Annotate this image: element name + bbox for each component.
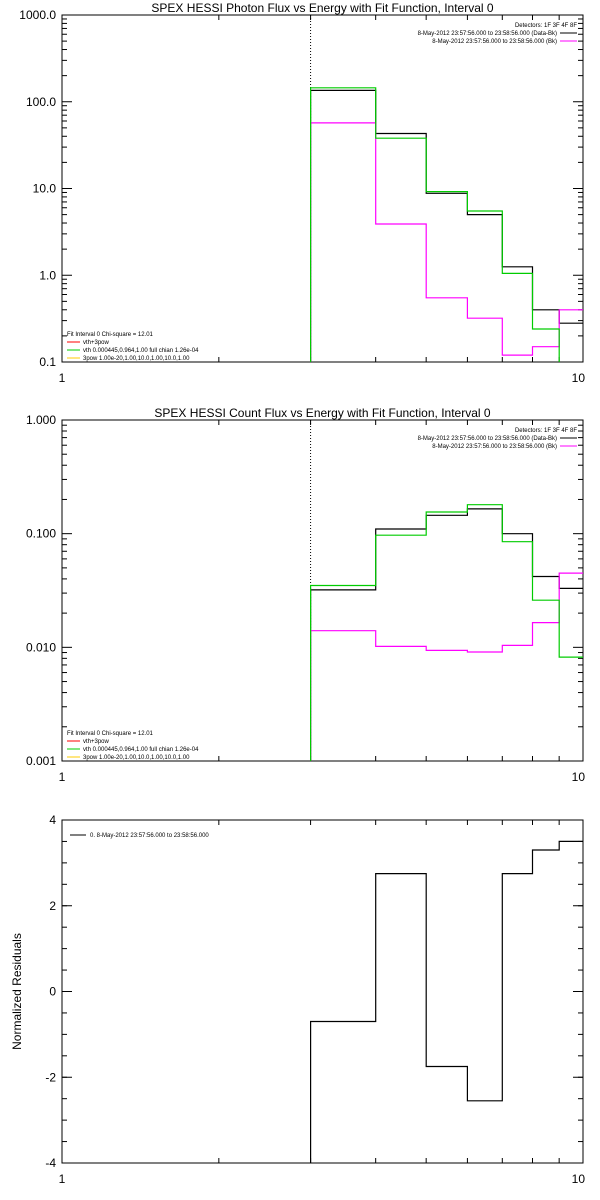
y-tick-label: -2 xyxy=(45,1070,56,1084)
legend-entry: 0. 8-May-2012 23:57:56.000 to 23:58:56.0… xyxy=(90,833,209,839)
chart-1: SPEX HESSI Photon Flux vs Energy with Fi… xyxy=(19,1,585,385)
x-axis-ticks: 1 10 xyxy=(59,820,586,1186)
y-tick-label: 1.000 xyxy=(26,413,56,427)
legend-entry: 8-May-2012 23:57:56.000 to 23:58:56.000 … xyxy=(432,39,557,45)
y-axis-ticks: 0.001 0.010 0.100 1.000 xyxy=(26,413,583,768)
x-tick-label: 10 xyxy=(572,371,586,385)
legend-entry: vth 0.000445,0.964,1.00 full chian 1.26e… xyxy=(83,348,199,354)
series-bk-line xyxy=(310,122,583,362)
x-axis-ticks: 1 10 xyxy=(59,420,586,784)
legend-entry: 3pow 1.00e-20,1.00,10.0,1.00,10.0,1.00 xyxy=(83,755,190,761)
chart-title: SPEX HESSI Photon Flux vs Energy with Fi… xyxy=(151,1,493,15)
y-tick-label: 1000.0 xyxy=(19,8,56,22)
series-fit-line xyxy=(310,504,583,761)
x-tick-label: 10 xyxy=(572,1172,586,1186)
y-axis-label: Normalized Residuals xyxy=(10,933,24,1050)
series-data-line xyxy=(310,840,583,1163)
y-tick-label: 0.010 xyxy=(26,640,56,654)
legend-entry: vth+3pow xyxy=(83,739,110,745)
series-data-line xyxy=(310,508,583,761)
y-axis-ticks: 0.1 1.0 10.0 100.0 1000.0 xyxy=(19,8,583,369)
y-tick-label: 0.100 xyxy=(26,527,56,541)
y-tick-label: 2 xyxy=(49,899,56,913)
legend-top-left: 0. 8-May-2012 23:57:56.000 to 23:58:56.0… xyxy=(70,833,209,839)
y-tick-label: 4 xyxy=(49,813,56,827)
y-tick-label: 0.1 xyxy=(39,355,56,369)
legend-entry: vth+3pow xyxy=(83,340,110,346)
series-fit-line xyxy=(310,87,560,362)
legend-bottom-left: Fit Interval 0 Chi-square = 12.01 vth+3po… xyxy=(67,731,199,761)
x-tick-label: 1 xyxy=(59,371,66,385)
legend-entry: Fit Interval 0 Chi-square = 12.01 xyxy=(67,731,154,737)
chart-title: SPEX HESSI Count Flux vs Energy with Fit… xyxy=(154,406,490,420)
series-data-line xyxy=(310,89,583,362)
legend-entry: 8-May-2012 23:57:56.000 to 23:58:56.000 … xyxy=(418,31,557,37)
y-axis-ticks: -4 -2 0 2 4 xyxy=(45,813,583,1170)
x-axis-ticks: 1 10 xyxy=(59,15,586,385)
legend-top-right: Detectors: 1F 3F 4F 8F 8-May-2012 23:57:5… xyxy=(418,23,578,45)
legend-bottom-left: Fit Interval 0 Chi-square = 12.01 vth+3po… xyxy=(67,332,199,362)
x-tick-label: 1 xyxy=(59,1172,66,1186)
chart-2: SPEX HESSI Count Flux vs Energy with Fit… xyxy=(26,406,585,784)
series-bk-line xyxy=(310,572,583,761)
y-tick-label: 0.001 xyxy=(26,754,56,768)
plot-frame xyxy=(61,14,584,363)
plot-frame xyxy=(61,819,584,1164)
legend-entry: Detectors: 1F 3F 4F 8F xyxy=(515,23,577,29)
y-tick-label: 1.0 xyxy=(39,268,56,282)
legend-entry: Detectors: 1F 3F 4F 8F xyxy=(515,428,577,434)
plot-frame xyxy=(61,419,584,762)
legend-entry: Fit Interval 0 Chi-square = 12.01 xyxy=(67,332,154,338)
x-tick-label: 1 xyxy=(59,770,66,784)
legend-entry: 8-May-2012 23:57:56.000 to 23:58:56.000 … xyxy=(432,444,557,450)
legend-top-right: Detectors: 1F 3F 4F 8F 8-May-2012 23:57:5… xyxy=(418,428,578,450)
y-tick-label: -4 xyxy=(45,1156,56,1170)
chart-3: Normalized Residuals 1 10 -4 -2 0 2 4 0. 8-May-2… xyxy=(10,813,585,1186)
x-tick-label: 10 xyxy=(572,770,586,784)
legend-entry: 3pow 1.00e-20,1.00,10.0,1.00,10.0,1.00 xyxy=(83,356,190,362)
y-tick-label: 0 xyxy=(49,985,56,999)
y-tick-label: 100.0 xyxy=(26,95,56,109)
legend-entry: vth 0.000445,0.964,1.00 full chian 1.26e… xyxy=(83,747,199,753)
legend-entry: 8-May-2012 23:57:56.000 to 23:58:56.000 … xyxy=(418,436,557,442)
y-tick-label: 10.0 xyxy=(33,182,57,196)
